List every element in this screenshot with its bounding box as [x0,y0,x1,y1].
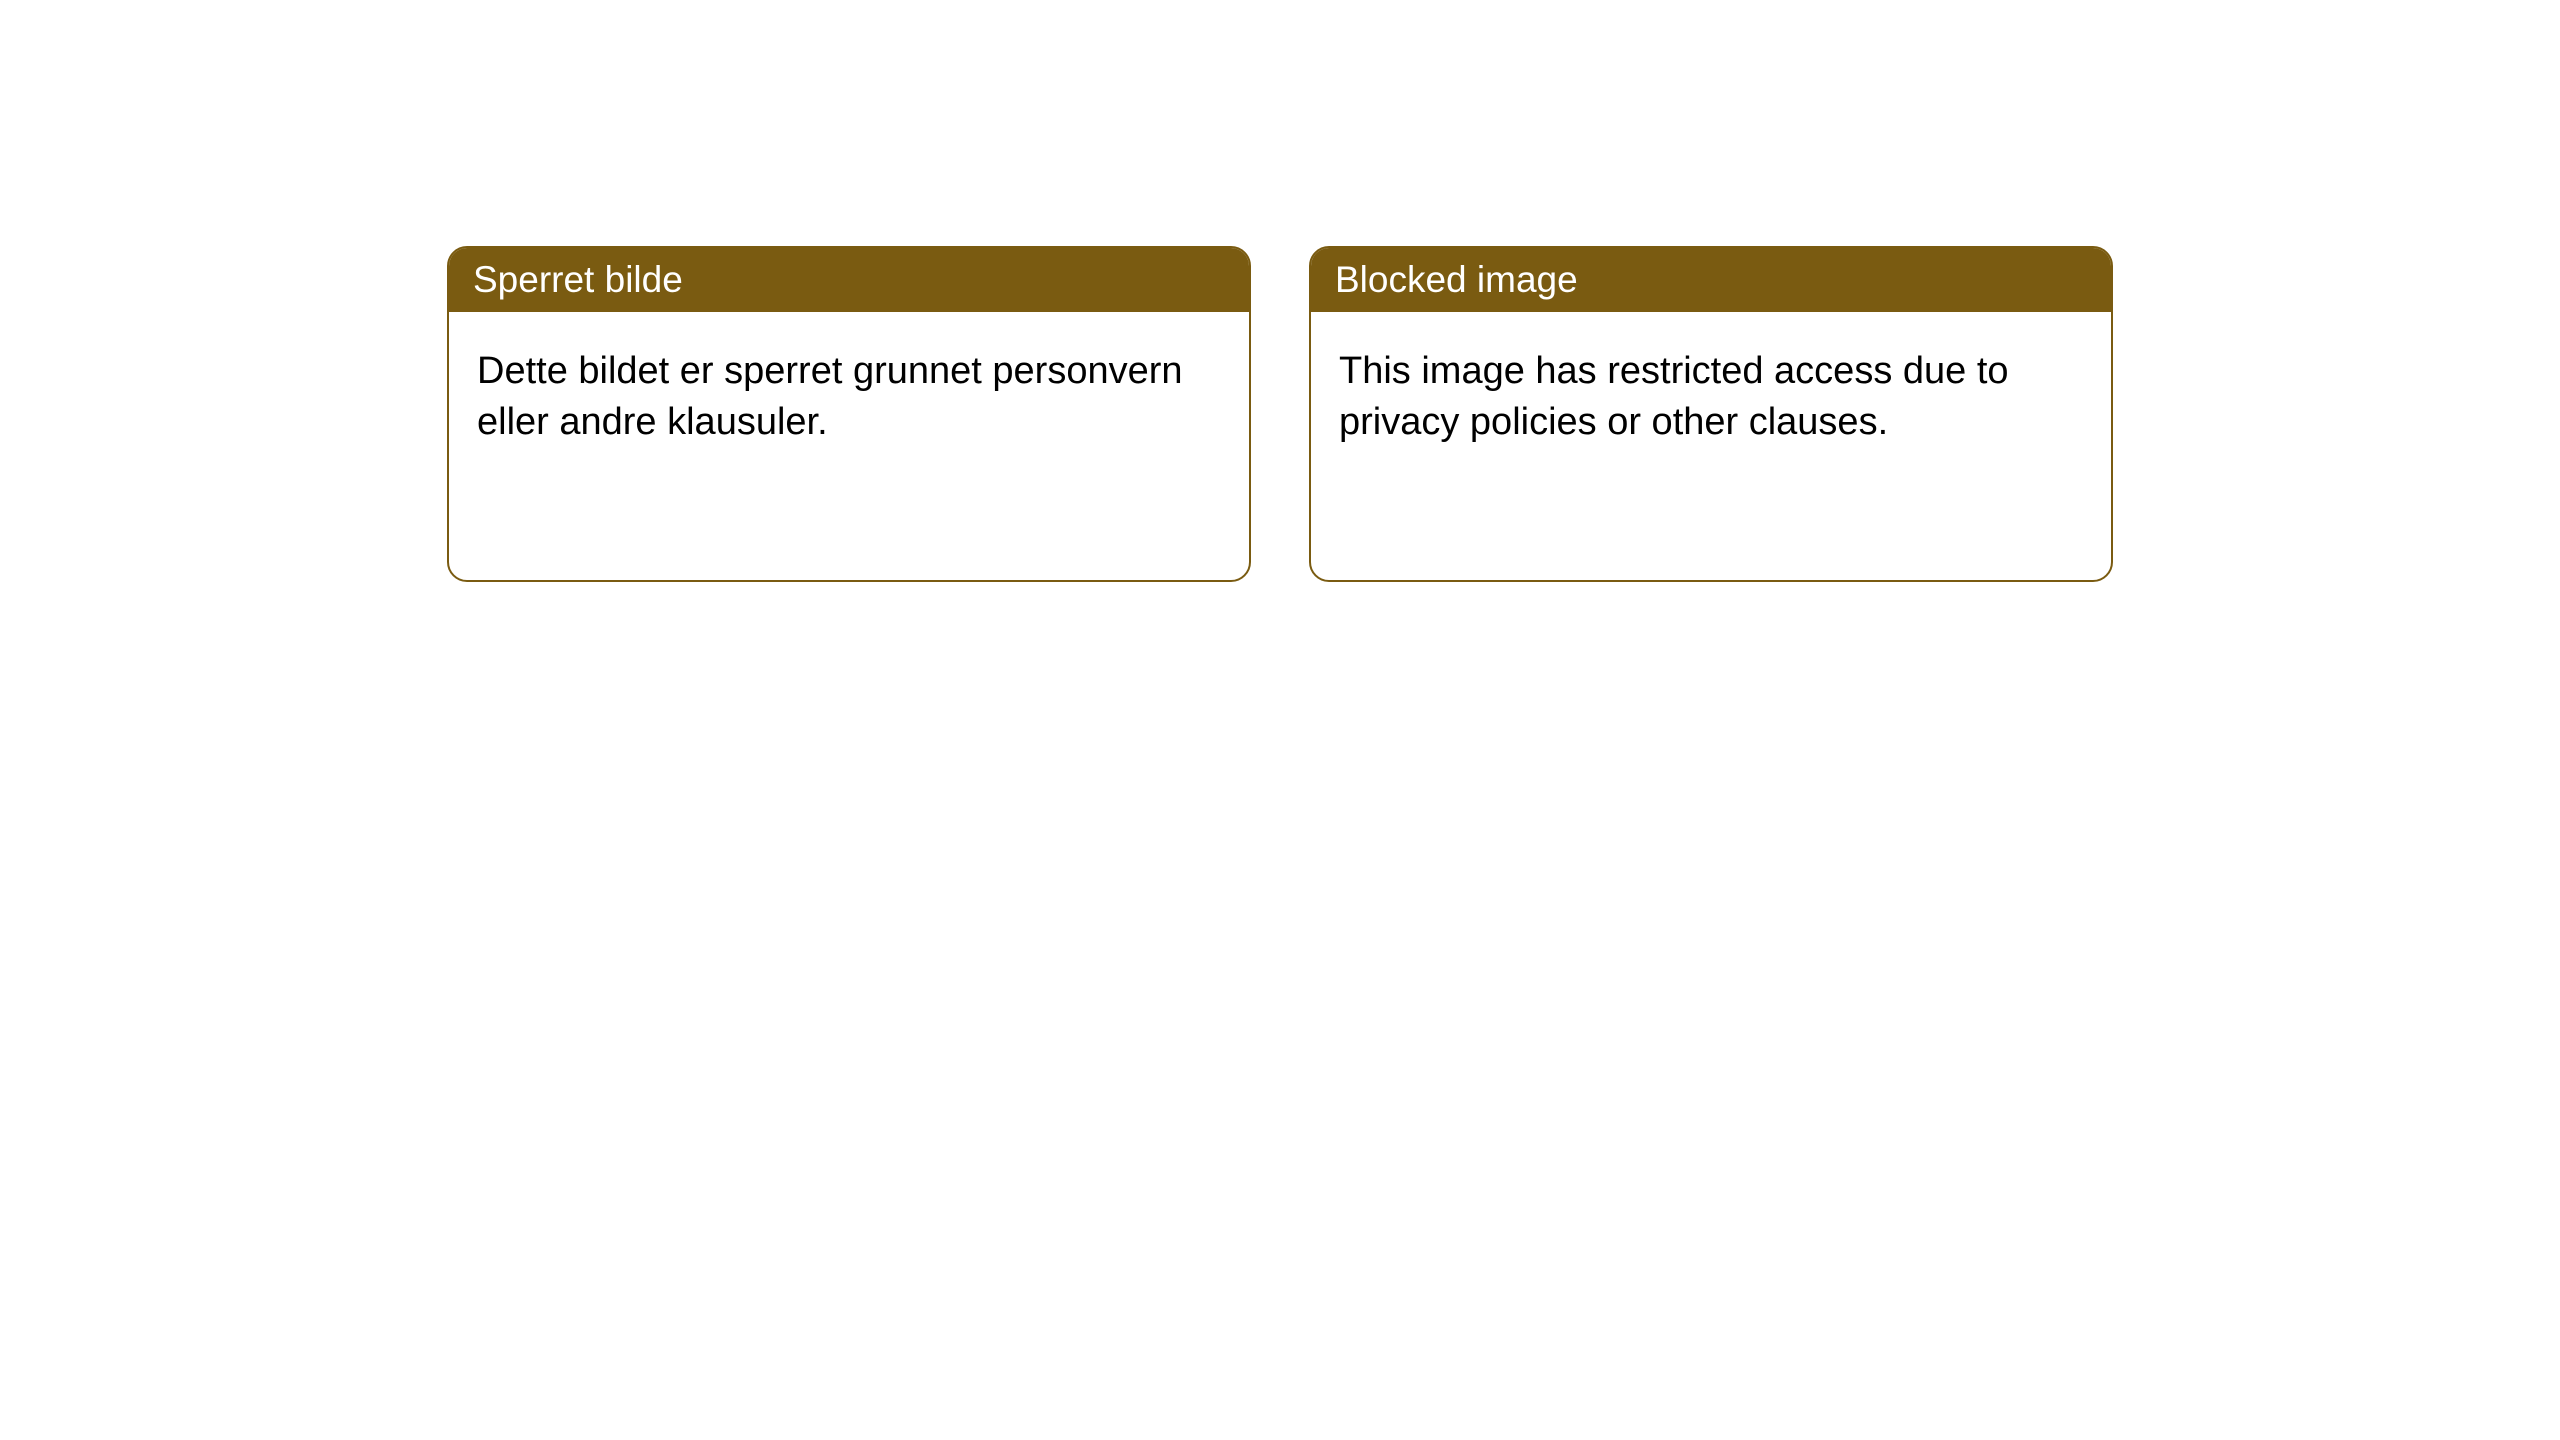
card-body-text: This image has restricted access due to … [1339,350,2009,443]
card-body-text: Dette bildet er sperret grunnet personve… [477,350,1183,443]
cards-container: Sperret bilde Dette bildet er sperret gr… [0,0,2560,582]
blocked-image-card-no: Sperret bilde Dette bildet er sperret gr… [447,246,1251,582]
card-body: Dette bildet er sperret grunnet personve… [449,312,1249,483]
card-body: This image has restricted access due to … [1311,312,2111,483]
card-title: Blocked image [1335,259,1578,300]
blocked-image-card-en: Blocked image This image has restricted … [1309,246,2113,582]
card-title: Sperret bilde [473,259,683,300]
card-header: Blocked image [1311,248,2111,312]
card-header: Sperret bilde [449,248,1249,312]
